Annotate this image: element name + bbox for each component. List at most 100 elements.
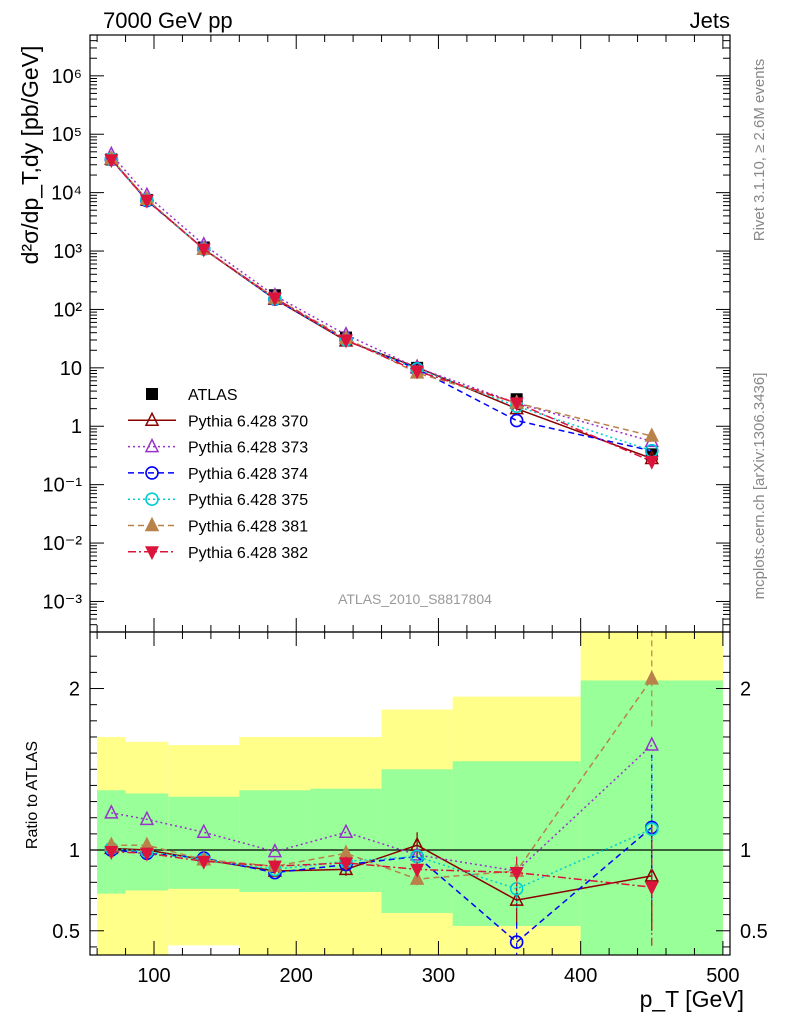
- main-ytick-label-4: 10: [60, 358, 82, 380]
- ratio-series-0-point-6: [509, 891, 524, 906]
- legend-marker-2: [144, 437, 160, 453]
- legend-marker-4: [145, 492, 159, 507]
- ratio-series-1-point-4: [338, 823, 354, 839]
- ratio-series-1-point-7: [644, 736, 659, 751]
- analysis-id-label: ATLAS_2010_S8817804: [338, 591, 492, 607]
- ratio-series-3-point-7: [644, 822, 659, 836]
- main-ytick-label-7: 10⁴: [51, 183, 82, 205]
- legend-entry-6: Pythia 6.428 382: [128, 545, 308, 562]
- ratio-series-4-point-7: [644, 670, 659, 685]
- main-ytick-label-1: 10⁻²: [43, 533, 83, 555]
- legend-label-6: Pythia 6.428 382: [188, 545, 308, 562]
- inner-band-2: [168, 796, 240, 889]
- legend-label-4: Pythia 6.428 375: [188, 492, 308, 509]
- main-series-4-line: [110, 158, 653, 452]
- ratio-series-5-point-7: [644, 881, 659, 896]
- ratio-series-0-line: [111, 844, 652, 901]
- ratio-series-5-point-6: [509, 867, 524, 881]
- main-series-6-point-1: [139, 194, 154, 209]
- main-series-5-point-7: [644, 427, 659, 442]
- axis-ticks: 10⁻³ 10⁻² 10⁻¹ 1 10 10² 10³ 10⁴ 10⁵ 10⁶ 0.5 0.5 1 1 2 2…: [43, 35, 768, 987]
- legend-entry-3: Pythia 6.428 374: [128, 466, 308, 483]
- ratio-series-5-point-2: [196, 855, 211, 870]
- legend-label-0: ATLAS: [188, 387, 238, 404]
- main-series-6-point-3: [267, 292, 282, 307]
- main-series-4: [104, 152, 659, 458]
- ratio-series-5-point-4: [339, 857, 353, 872]
- main-series-2-line: [110, 154, 653, 443]
- main-series-3-point-6: [509, 413, 524, 428]
- ratio-series-1-point-0: [104, 804, 119, 819]
- main-series-6-point-7: [644, 455, 659, 470]
- legend-entry-2: Pythia 6.428 373: [128, 437, 308, 457]
- legend-marker-1: [144, 411, 160, 427]
- legend-entry-4: Pythia 6.428 375: [128, 492, 308, 509]
- uncertainty-bands: [97, 632, 723, 955]
- main-series-6-point-2: [196, 243, 211, 258]
- ratio-series-1-point-3: [267, 842, 283, 858]
- ratio-series-5-point-1: [139, 847, 154, 862]
- legend-label-5: Pythia 6.428 381: [188, 519, 308, 536]
- legend-marker-6: [145, 546, 159, 561]
- ratio-series-3-line: [111, 828, 653, 890]
- xtick-label-2: 300: [422, 965, 455, 987]
- ratio-series-1-line: [111, 744, 653, 872]
- main-series-3-line: [110, 158, 652, 452]
- ratio-series-0-point-4: [338, 860, 354, 876]
- header-left-label: 7000 GeV pp: [103, 8, 233, 33]
- ratio-series-1-point-5: [409, 846, 425, 861]
- main-series-5-line: [110, 158, 652, 437]
- ratio-series-2-line: [111, 826, 653, 944]
- ratio-series-1-point-1: [139, 810, 155, 826]
- ratio-series-5: [104, 825, 659, 949]
- main-panel-series: [104, 145, 659, 470]
- legend-entry-1: Pythia 6.428 370: [128, 411, 308, 430]
- legend-entry-0: ATLAS: [146, 387, 238, 404]
- ratio-y-axis-label: Ratio to ATLAS: [24, 741, 41, 849]
- ratio-panel-series: [104, 630, 659, 955]
- legend-label-3: Pythia 6.428 374: [188, 466, 308, 483]
- main-series-6-line: [110, 159, 653, 463]
- ratio-ytick-label-right-0: 0.5: [740, 921, 768, 943]
- ratio-ytick-label-left-1: 1: [69, 840, 80, 862]
- main-series-6-point-5: [410, 365, 425, 380]
- ratio-ytick-label-right-1: 1: [740, 840, 751, 862]
- legend-marker-0: [146, 388, 158, 400]
- ratio-series-5-point-5: [410, 863, 425, 878]
- main-series-6-point-0: [104, 154, 119, 169]
- main-panel-frame: [89, 34, 731, 633]
- main-ytick-label-0: 10⁻³: [43, 591, 83, 613]
- main-ytick-label-5: 10²: [53, 299, 82, 321]
- ratio-ytick-label-right-2: 2: [740, 679, 751, 701]
- ratio-series-2-point-6: [509, 935, 524, 949]
- xtick-label-1: 200: [280, 965, 313, 987]
- ratio-series-5-point-3: [267, 860, 282, 875]
- main-ytick-label-2: 10⁻¹: [43, 475, 83, 497]
- ratio-ytick-label-left-2: 2: [69, 679, 80, 701]
- legend-marker-5: [144, 516, 160, 532]
- xtick-label-3: 400: [564, 965, 597, 987]
- main-series-3: [104, 152, 659, 458]
- x-axis-label: p_T [GeV]: [640, 986, 744, 1012]
- inner-band-4: [310, 788, 382, 893]
- ratio-series-1-point-2: [196, 823, 211, 839]
- mcplots-side-label: mcplots.cern.ch [arXiv:1306.3436]: [751, 373, 768, 600]
- main-ytick-label-3: 1: [71, 416, 82, 438]
- legend-label-2: Pythia 6.428 373: [188, 440, 308, 457]
- xtick-label-4: 500: [706, 965, 739, 987]
- legend-entry-5: Pythia 6.428 381: [128, 516, 308, 536]
- legend-marker-3: [145, 466, 159, 480]
- main-ytick-label-8: 10⁵: [51, 124, 82, 146]
- header-right-label: Jets: [690, 8, 730, 33]
- main-series-6-point-4: [339, 334, 353, 349]
- ratio-series-4-line: [111, 678, 653, 880]
- legend: ATLAS Pythia 6.428 370 Pythia 6.428 373 Pyt…: [128, 387, 308, 562]
- ratio-series-5-line: [111, 850, 652, 888]
- main-y-axis-label: d²σ/dp_T,dy [pb/GeV]: [17, 46, 43, 265]
- main-series-6: [104, 154, 659, 470]
- rivet-side-label: Rivet 3.1.10, ≥ 2.6M events: [751, 59, 768, 242]
- xtick-label-0: 100: [137, 965, 170, 987]
- ratio-ytick-label-left-0: 0.5: [52, 921, 80, 943]
- main-ytick-label-6: 10³: [53, 241, 82, 263]
